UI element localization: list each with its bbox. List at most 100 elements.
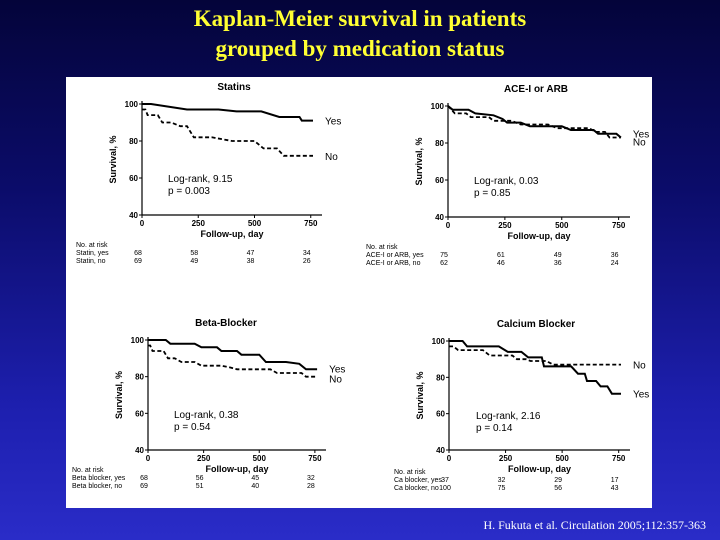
chart-4-series-label-no: No: [633, 361, 646, 372]
chart-1-risk-value: 58: [190, 250, 198, 257]
chart-3-risk-row-label: Beta blocker, no: [72, 483, 122, 490]
slide-title-line-1: Kaplan-Meier survival in patients: [193, 6, 527, 31]
chart-3-risk-value: 68: [140, 475, 148, 482]
chart-1-xtick-label: 500: [248, 219, 262, 228]
chart-2-y-axis-label: Survival, %: [414, 137, 424, 185]
chart-2-series-label-yes: Yes: [633, 129, 649, 140]
chart-3-y-axis-label: Survival, %: [114, 371, 124, 419]
chart-4-ytick-label: 60: [436, 410, 445, 419]
chart-1-y-axis-label: Survival, %: [108, 135, 118, 183]
chart-3-x-axis-label: Follow-up, day: [206, 464, 269, 474]
chart-3-ytick-label: 100: [131, 336, 145, 345]
chart-2-xtick-label: 250: [498, 221, 512, 230]
chart-2-x-axis-label: Follow-up, day: [508, 231, 571, 241]
chart-3-risk-value: 40: [251, 483, 259, 490]
citation: H. Fukuta et al. Circulation 2005;112:35…: [483, 518, 706, 532]
chart-3-risk-value: 51: [196, 483, 204, 490]
chart-2-xtick-label: 500: [555, 221, 569, 230]
chart-4-risk-value: 29: [554, 477, 562, 484]
chart-1-title: Statins: [217, 82, 251, 93]
chart-2-ytick-label: 80: [435, 139, 444, 148]
chart-4-xtick-label: 750: [612, 454, 626, 463]
chart-1-risk-row-label: Statin, no: [76, 258, 106, 265]
chart-2-series-label-no: No: [633, 137, 646, 148]
chart-4-risk-row-label: Ca blocker, no: [394, 485, 439, 492]
chart-4-annotation-line: p = 0.14: [476, 423, 513, 434]
chart-3-series-no: [148, 344, 318, 378]
chart-4-risk-header: No. at risk: [394, 469, 426, 476]
chart-2-risk-value: 75: [440, 252, 448, 259]
chart-2-ytick-label: 100: [431, 102, 445, 111]
chart-2-ytick-label: 40: [435, 213, 444, 222]
chart-2-xtick-label: 0: [446, 221, 451, 230]
chart-2-xtick-label: 750: [612, 221, 626, 230]
chart-1-risk-value: 38: [247, 258, 255, 265]
chart-3-xtick-label: 0: [146, 454, 151, 463]
chart-1-series-label-yes: Yes: [325, 117, 341, 128]
chart-3-risk-header: No. at risk: [72, 467, 104, 474]
chart-4-risk-value: 37: [441, 477, 449, 484]
chart-2-risk-row-label: ACE-I or ARB, yes: [366, 252, 424, 259]
slide-title: Kaplan-Meier survival in patients groupe…: [0, 4, 720, 64]
figure-panel: Statins 40 60 80 100 0 250 500 750 Follow-up, day…: [66, 77, 652, 508]
chart-1-ytick-label: 100: [125, 100, 139, 109]
chart-1-xtick-label: 0: [140, 219, 145, 228]
chart-4-title: Calcium Blocker: [497, 319, 575, 330]
chart-3-risk-value: 45: [251, 475, 259, 482]
chart-1-ytick-label: 40: [129, 211, 138, 220]
chart-1-risk-value: 49: [190, 258, 198, 265]
chart-2-risk-value: 24: [611, 260, 619, 267]
chart-3-risk-value: 69: [140, 483, 148, 490]
chart-1-x-axis-label: Follow-up, day: [201, 229, 264, 239]
slide-title-line-2: grouped by medication status: [215, 36, 505, 61]
chart-3-xtick-label: 250: [197, 454, 211, 463]
chart-3-series-yes: [148, 339, 318, 371]
chart-2-risk-value: 36: [611, 252, 619, 259]
chart-3-annotation-line: p = 0.54: [174, 422, 211, 433]
chart-2-risk-value: 61: [497, 252, 505, 259]
chart-1-risk-value: 68: [134, 250, 142, 257]
chart-1-ytick-label: 80: [129, 137, 138, 146]
chart-3-ytick-label: 40: [135, 446, 144, 455]
chart-2-annotation-line: Log-rank, 0.03: [474, 176, 539, 187]
chart-3-annotation-line: Log-rank, 0.38: [174, 410, 239, 421]
chart-4-series-label-yes: Yes: [633, 390, 649, 401]
chart-1-series-no: [142, 108, 313, 157]
chart-3-xtick-label: 500: [253, 454, 267, 463]
chart-1-risk-header: No. at risk: [76, 242, 108, 249]
chart-4-risk-value: 43: [611, 485, 619, 492]
chart-4: Calcium Blocker 40 60 80 100 0 250 500 750 Follow…: [394, 319, 649, 492]
chart-4-series-yes: [449, 340, 621, 395]
chart-4-ytick-label: 40: [436, 446, 445, 455]
chart-1-xtick-label: 750: [304, 219, 318, 228]
chart-3-ytick-label: 80: [135, 373, 144, 382]
chart-4-risk-value: 100: [439, 485, 451, 492]
chart-3-xtick-label: 750: [308, 454, 322, 463]
chart-3-risk-value: 28: [307, 483, 315, 490]
chart-2-ytick-label: 60: [435, 176, 444, 185]
chart-4-ytick-label: 100: [432, 337, 446, 346]
chart-4-risk-row-label: Ca blocker, yes: [394, 477, 442, 484]
chart-3-risk-value: 32: [307, 475, 315, 482]
chart-4-xtick-label: 250: [499, 454, 513, 463]
chart-4-annotation-line: Log-rank, 2.16: [476, 411, 541, 422]
chart-2-risk-row-label: ACE-I or ARB, no: [366, 260, 421, 267]
chart-3-risk-row-label: Beta blocker, yes: [72, 475, 126, 482]
chart-1-risk-value: 47: [247, 250, 255, 257]
chart-3-series-label-yes: Yes: [329, 364, 345, 375]
chart-4-y-axis-label: Survival, %: [415, 371, 425, 419]
chart-2-risk-value: 62: [440, 260, 448, 267]
chart-1-risk-value: 34: [303, 250, 311, 257]
chart-2-risk-value: 36: [554, 260, 562, 267]
chart-1-annotation-line: Log-rank, 9.15: [168, 174, 233, 185]
chart-1-series-label-no: No: [325, 152, 338, 163]
chart-3-ytick-label: 60: [135, 409, 144, 418]
chart-2-annotation-line: p = 0.85: [474, 188, 511, 199]
chart-1-risk-row-label: Statin, yes: [76, 250, 109, 257]
chart-1-risk-value: 69: [134, 258, 142, 265]
chart-4-ytick-label: 80: [436, 373, 445, 382]
chart-1-xtick-label: 250: [192, 219, 206, 228]
chart-1: Statins 40 60 80 100 0 250 500 750 Follow-up, day…: [76, 82, 341, 265]
chart-3-series-label-no: No: [329, 375, 342, 386]
